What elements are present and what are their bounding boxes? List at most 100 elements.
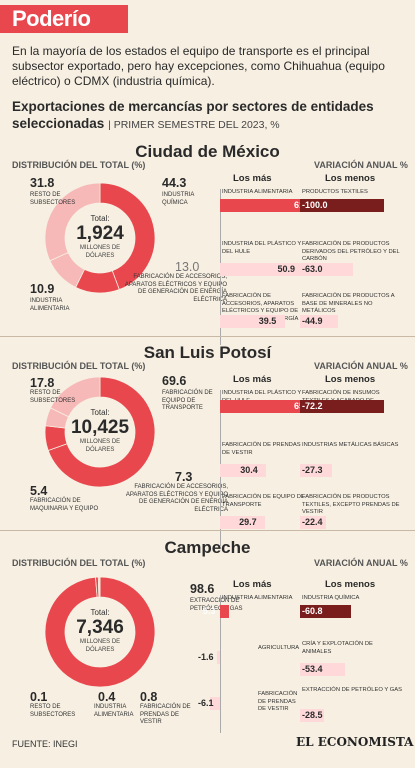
bar-value: -100.0 [302,200,328,210]
bar-value: 30.4 [240,465,258,475]
total-unit: MILLONES DE DÓLARES [79,245,121,259]
slice-value: 98.6 [190,582,215,596]
slice-label: RESTO DE SUBSECTORES [30,390,76,404]
los-menos-header: Los menos [325,374,376,385]
slice-label: INDUSTRIA QUÍMICA [162,192,195,206]
bar-value: -1.6 [198,652,214,662]
bar-value: -53.4 [302,664,323,674]
total-label: Total: [90,214,110,223]
bar-label: FABRICACIÓN DE PRODUCTOS DERIVADOS DEL P… [302,241,400,262]
distribution-label: DISTRIBUCIÓN DEL TOTAL (%) [12,558,146,568]
variation-label: VARIACIÓN ANUAL % [314,160,408,170]
bar-label: INDUSTRIA QUÍMICA [302,595,360,601]
bar-label: CRÍA Y EXPLOTACIÓN DE ANIMALES [302,641,373,655]
slice-value: 5.4 [30,484,48,498]
distribution-label: DISTRIBUCIÓN DEL TOTAL (%) [12,160,146,170]
slice-label: FABRICACIÓN DE EQUIPO DE TRANSPORTE [162,390,213,411]
variation-label: VARIACIÓN ANUAL % [314,558,408,568]
bar-label: INDUSTRIAS METÁLICAS BÁSICAS [302,442,399,448]
slice-label: RESTO DE SUBSECTORES [30,192,76,206]
slice-label: INDUSTRIA ALIMENTARIA [94,704,134,718]
bar-value: 29.7 [239,517,257,527]
bar [300,315,338,328]
pie-slice [47,376,156,488]
bar [220,199,320,212]
total-unit: MILLONES DE DÓLARES [79,439,121,453]
header: Poderío [0,0,415,34]
donut-center: Total: 7,346 MILLONES DE DÓLARES [65,608,135,654]
section-divider [0,336,415,337]
bar [220,516,266,529]
bar-label: FABRICACIÓN DE PRODUCTOS TEXTILES, EXCEP… [302,494,400,515]
bar-value: -60.8 [302,606,323,616]
bar [220,464,267,477]
intro-text: En la mayoría de los estados el equipo d… [12,44,385,88]
bar-value: -72.2 [302,401,323,411]
slice-label: FABRICACIÓN DE ACCESORIOS, APARATOS ELÉC… [125,484,228,513]
total-value: 10,425 [70,417,130,438]
bar [220,605,229,618]
publisher-logo: EL ECONOMISTA [296,735,414,749]
pie-slice [99,182,156,291]
bar [220,263,304,276]
total-label: Total: [90,408,110,417]
bar-label: FABRICACIÓN DE PRODUCTOS A BASE DE MINER… [302,293,395,314]
los-mas-header: Los más [233,173,272,184]
bar [209,697,220,710]
bar-value: 50.9 [277,264,295,274]
slice-label: EXTRACCIÓN DE PETRÓLEO Y GAS [190,598,243,612]
pie-slice [50,376,101,418]
slice-value: 0.4 [98,690,116,704]
slice-label: FABRICACIÓN DE PRENDAS DE VESTIR [140,704,191,725]
slice-value: 31.8 [30,176,55,190]
bar-label: FABRICACIÓN DE PRENDAS DE VESTIR [222,442,301,456]
chart-subtitle: Exportaciones de mercancías por sectores… [12,98,412,134]
bar [300,263,353,276]
total-unit: MILLONES DE DÓLARES [79,639,121,653]
page-title: Poderío [12,6,91,31]
bar [300,605,352,618]
donut-chart [44,182,156,294]
bar [220,400,320,413]
donut-center: Total: 10,425 MILLONES DE DÓLARES [65,408,135,454]
slice-value: 10.9 [30,282,55,296]
slice-value: 17.8 [30,376,55,390]
los-menos-header: Los menos [325,173,376,184]
slice-label: FABRICACIÓN DE ACCESORIOS, APARATOS ELÉC… [124,274,227,303]
distribution-label: DISTRIBUCIÓN DEL TOTAL (%) [12,361,146,371]
bar [300,663,345,676]
bar-value: -6.1 [198,698,214,708]
bar-label: AGRICULTURA [258,645,300,651]
bar-label: FABRICACIÓN DE EQUIPO DE TRANSPORTE [222,494,305,508]
donut-chart [44,576,156,688]
bar-label: INDUSTRIA DEL PLÁSTICO Y DEL HULE [222,241,302,255]
bar-label: INDUSTRIA ALIMENTARIA [222,595,293,601]
slice-value: 13.0 [175,260,200,274]
bar-value: -44.9 [302,316,323,326]
bar [300,516,327,529]
subtitle-period: | PRIMER SEMESTRE DEL 2023, % [108,119,280,131]
pie-slice [44,182,101,262]
slice-label: INDUSTRIA ALIMENTARIA [30,298,70,312]
bar-label: EXTRACCIÓN DE PETRÓLEO Y GAS [302,687,402,693]
bar-value: -27.3 [302,465,323,475]
mas-axis [220,595,221,733]
donut-chart [44,376,156,488]
bar-label: PRODUCTOS TEXTILES [302,189,368,195]
bar [220,315,285,328]
bar [300,709,324,722]
total-label: Total: [90,608,110,617]
slice-value: 0.8 [140,690,158,704]
total-value: 1,924 [76,223,124,244]
source-note: FUENTE: INEGI [12,739,78,749]
pie-slice [44,576,156,688]
slice-value: 7.3 [175,470,193,484]
slice-label: FABRICACIÓN DE MAQUINARIA Y EQUIPO [30,498,99,512]
state-title: Campeche [164,538,251,557]
bar [217,651,220,664]
bar-value: -63.0 [302,264,323,274]
bar-value: 5.3 [202,606,216,616]
slice-value: 44.3 [162,176,187,190]
bar-value: 39.5 [258,316,277,326]
state-title: Ciudad de México [135,142,280,161]
